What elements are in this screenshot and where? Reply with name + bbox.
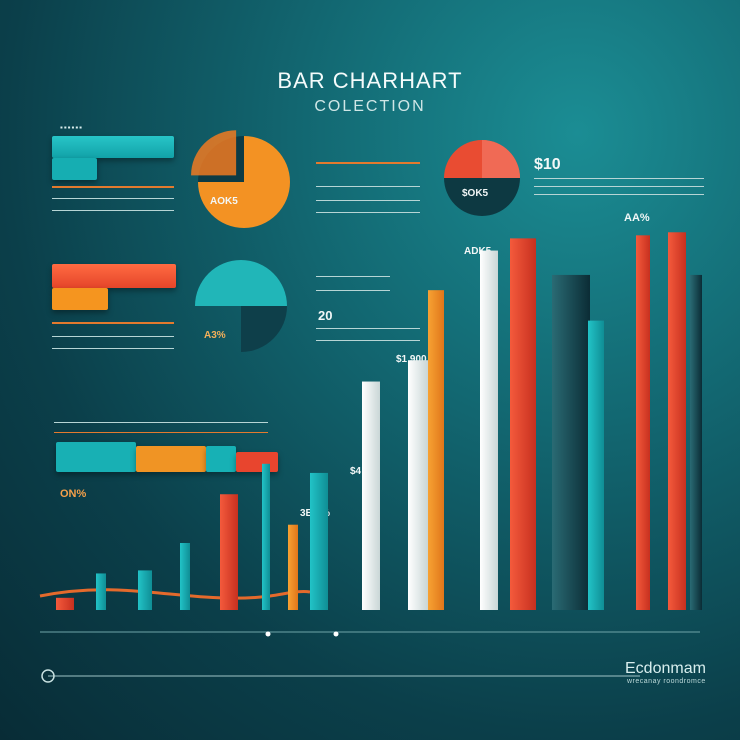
underline [316,162,420,164]
bar-2 [96,573,106,610]
band-teal-2 [206,446,236,472]
underline [316,212,420,213]
bar-9 [362,381,380,610]
bar-5 [220,494,238,610]
mid-number: 20 [318,308,333,323]
bar-4 [180,542,190,610]
band-teal [56,442,136,472]
left-value: ON% [60,488,87,500]
title-line-1: BAR CHARHART [277,68,463,93]
teal-strip [52,136,174,158]
panel-tiny-label: ▪▪▪▪▪▪ [60,123,84,132]
brand-tagline: wrecanay roondromce [627,678,706,685]
brand-name: Ecdonmam [625,660,706,677]
orange-block [52,288,108,310]
underline [52,322,174,324]
underline [316,200,420,201]
underline [316,328,420,329]
underline [316,340,420,341]
underline [52,336,174,337]
underline [52,186,174,188]
underline [534,178,704,179]
axis-dot [333,631,339,637]
underline [54,432,268,433]
bar-3 [138,570,152,610]
bar-6 [262,463,270,610]
pie3-value: $OK5 [462,188,489,199]
underline [52,198,174,199]
underline [316,186,420,187]
title-line-2: COLECTION [314,98,426,115]
pie1-value: AOK5 [210,196,238,207]
red-strip [52,264,176,288]
bar-18 [690,274,702,610]
bar-11 [428,290,444,610]
axis-dot [265,631,271,637]
pie2-value: A3% [204,330,226,341]
underline [52,210,174,211]
bars-value-2: $1 900 [396,354,427,365]
bar-16 [636,235,650,611]
teal-block [52,158,97,180]
underline [52,348,174,349]
scrub-knob [41,669,55,683]
top-right-value: AA% [624,212,650,224]
bar-7 [288,524,298,610]
bars-value-1: ADK5 [464,246,492,257]
band-orange [136,446,206,472]
bar-8 [310,472,328,610]
underline [316,290,390,291]
underline [534,194,704,195]
top-number: $10 [534,156,561,173]
underline [316,276,390,277]
bar-12 [480,250,498,611]
bar-14 [552,274,590,610]
bar-13 [510,238,536,610]
bar-1 [56,597,74,610]
underline [534,186,704,187]
bar-15 [588,320,604,610]
bar-10 [408,360,428,610]
chart-title: BAR CHARHART COLECTION [0,68,740,116]
bar-17 [668,232,686,610]
underline [54,422,268,423]
